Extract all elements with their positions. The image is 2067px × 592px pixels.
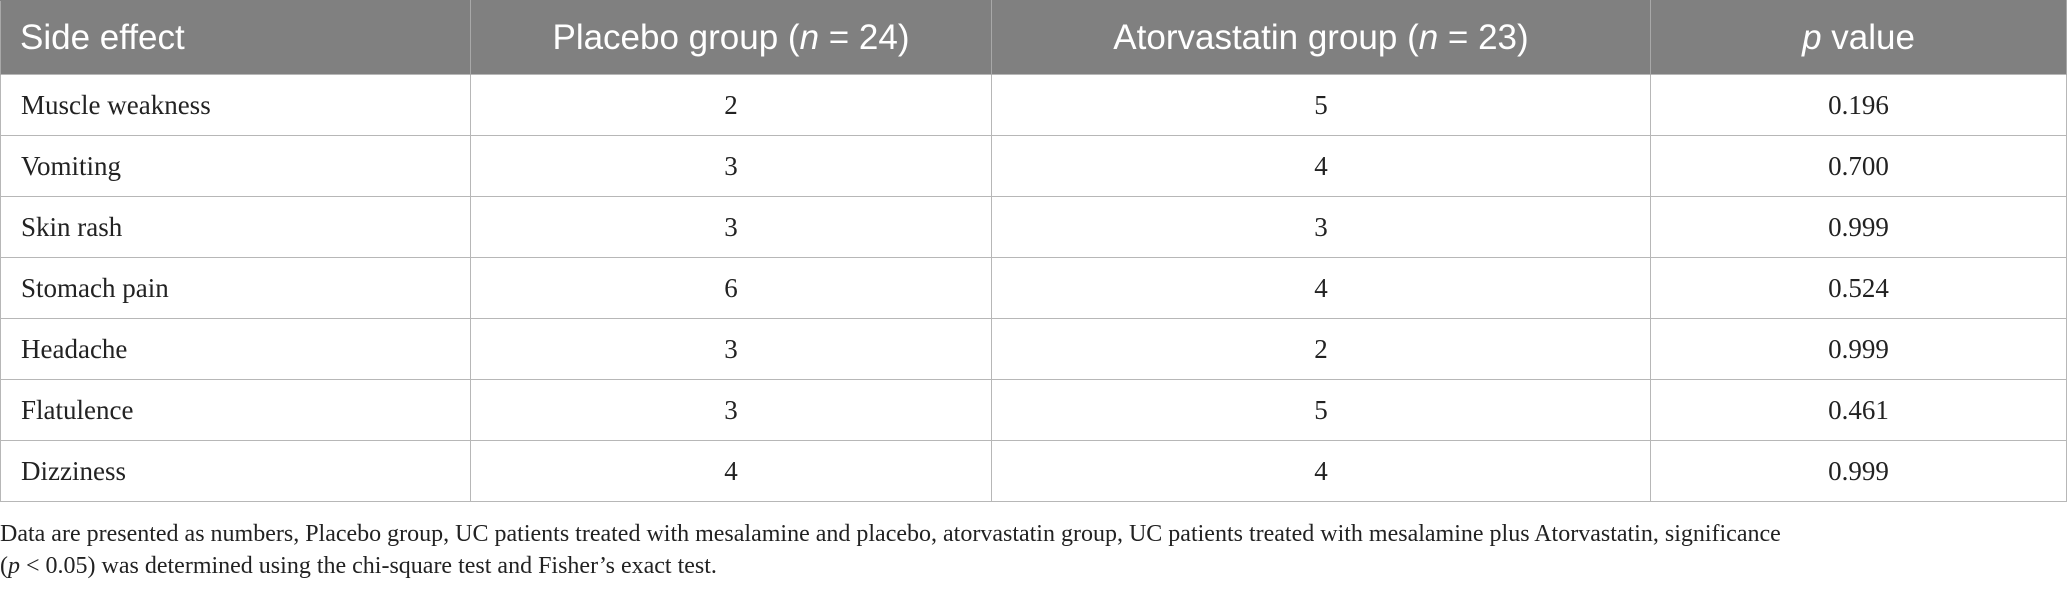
header-atorvastatin-group: Atorvastatin group (n = 23)	[991, 0, 1651, 75]
footnote-line-2: (p < 0.05) was determined using the chi-…	[0, 553, 717, 579]
header-placebo-group: Placebo group (n = 24)	[470, 0, 992, 75]
cell-placebo: 3	[470, 196, 992, 258]
table-row: Dizziness 4 4 0.999	[0, 440, 2067, 502]
cell-side-effect: Vomiting	[0, 135, 471, 197]
table-header: Side effect Placebo group (n = 24) Atorv…	[0, 0, 2067, 75]
cell-placebo: 3	[470, 379, 992, 441]
header-side-effect: Side effect	[0, 0, 471, 75]
side-effects-table: Side effect Placebo group (n = 24) Atorv…	[0, 0, 2067, 502]
cell-p-value: 0.700	[1650, 135, 2067, 197]
cell-atorvastatin: 5	[991, 74, 1651, 136]
cell-placebo: 3	[470, 318, 992, 380]
header-p-value: p value	[1650, 0, 2067, 75]
cell-atorvastatin: 3	[991, 196, 1651, 258]
cell-side-effect: Stomach pain	[0, 257, 471, 319]
cell-p-value: 0.196	[1650, 74, 2067, 136]
table-body: Muscle weakness 2 5 0.196 Vomiting 3 4 0…	[0, 74, 2067, 502]
cell-p-value: 0.999	[1650, 196, 2067, 258]
cell-side-effect: Headache	[0, 318, 471, 380]
header-row: Side effect Placebo group (n = 24) Atorv…	[0, 0, 2067, 75]
cell-placebo: 4	[470, 440, 992, 502]
cell-placebo: 2	[470, 74, 992, 136]
cell-atorvastatin: 4	[991, 440, 1651, 502]
table-row: Flatulence 3 5 0.461	[0, 379, 2067, 441]
cell-p-value: 0.999	[1650, 318, 2067, 380]
cell-side-effect: Dizziness	[0, 440, 471, 502]
cell-p-value: 0.999	[1650, 440, 2067, 502]
table-row: Skin rash 3 3 0.999	[0, 196, 2067, 258]
cell-side-effect: Muscle weakness	[0, 74, 471, 136]
table-row: Headache 3 2 0.999	[0, 318, 2067, 380]
cell-side-effect: Skin rash	[0, 196, 471, 258]
cell-p-value: 0.461	[1650, 379, 2067, 441]
cell-side-effect: Flatulence	[0, 379, 471, 441]
side-effects-table-container: Side effect Placebo group (n = 24) Atorv…	[0, 0, 2067, 502]
cell-atorvastatin: 4	[991, 135, 1651, 197]
cell-atorvastatin: 4	[991, 257, 1651, 319]
cell-p-value: 0.524	[1650, 257, 2067, 319]
cell-placebo: 3	[470, 135, 992, 197]
cell-atorvastatin: 2	[991, 318, 1651, 380]
footnote-line-1: Data are presented as numbers, Placebo g…	[0, 521, 1781, 547]
table-row: Muscle weakness 2 5 0.196	[0, 74, 2067, 136]
table-footnote: Data are presented as numbers, Placebo g…	[0, 518, 2060, 582]
table-row: Stomach pain 6 4 0.524	[0, 257, 2067, 319]
table-row: Vomiting 3 4 0.700	[0, 135, 2067, 197]
cell-placebo: 6	[470, 257, 992, 319]
cell-atorvastatin: 5	[991, 379, 1651, 441]
